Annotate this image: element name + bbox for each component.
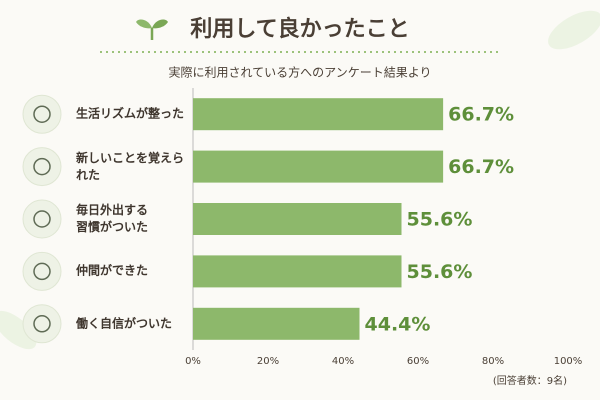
icon-glyph xyxy=(33,210,51,228)
bar xyxy=(193,98,444,131)
icon-circle xyxy=(22,251,62,291)
title: 利用して良かったこと xyxy=(190,16,409,42)
x-tick-label: 40% xyxy=(332,356,354,367)
x-tick-label: 60% xyxy=(407,356,429,367)
bar xyxy=(193,255,402,288)
icon-glyph xyxy=(33,315,51,333)
icon-circle xyxy=(22,94,62,134)
value-label: 44.4% xyxy=(365,313,431,335)
leaf-decoration xyxy=(0,310,37,350)
icon-glyph xyxy=(33,105,51,123)
icon-circle xyxy=(22,199,62,239)
category-label: 働く自信がついた xyxy=(76,316,173,331)
icon-circle xyxy=(22,304,62,344)
note: (回答者数：9名) xyxy=(493,374,567,387)
value-label: 66.7% xyxy=(448,104,514,126)
category-icon xyxy=(22,94,62,134)
bar xyxy=(193,150,444,183)
category-icon xyxy=(22,251,62,291)
value-label: 55.6% xyxy=(407,261,473,283)
category-label: 毎日外出する 習慣がついた xyxy=(76,203,149,234)
icon-circle xyxy=(22,147,62,187)
icon-glyph xyxy=(33,157,51,176)
value-label: 66.7% xyxy=(448,156,514,178)
x-tick-label: 80% xyxy=(482,356,504,367)
x-tick-label: 100% xyxy=(554,356,583,367)
x-tick-label: 0% xyxy=(185,356,201,367)
category-label: 新しいことを覚えられた xyxy=(76,150,185,182)
x-tick-label: 20% xyxy=(257,356,279,367)
icon-glyph xyxy=(33,262,51,281)
sprout-icon xyxy=(136,19,168,40)
category-icon xyxy=(22,199,62,239)
bar xyxy=(193,203,402,235)
category-icon xyxy=(22,304,62,344)
subtitle: 実際に利用されている方へのアンケート結果より xyxy=(169,65,432,80)
value-label: 55.6% xyxy=(407,209,473,231)
category-label: 生活リズムが整った xyxy=(76,106,185,121)
leaf-decoration xyxy=(548,10,600,50)
bar xyxy=(193,307,360,340)
category-icon xyxy=(22,147,62,187)
category-label: 仲間ができた xyxy=(76,263,149,278)
